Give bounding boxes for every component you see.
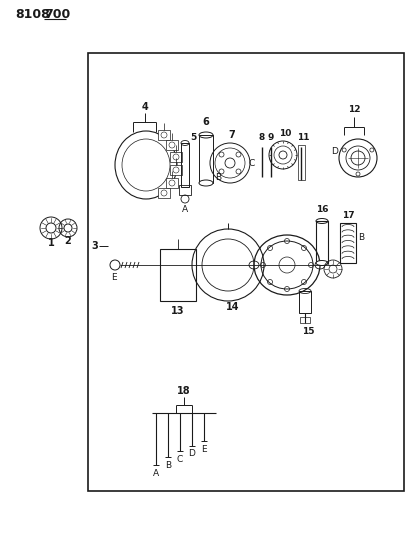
- Circle shape: [173, 154, 179, 160]
- Bar: [179, 185, 191, 195]
- Text: 12: 12: [348, 106, 360, 115]
- Text: B: B: [215, 173, 221, 182]
- Circle shape: [173, 167, 179, 173]
- Text: 9: 9: [268, 133, 274, 141]
- Ellipse shape: [199, 180, 213, 186]
- Text: 6: 6: [203, 117, 209, 127]
- Text: A: A: [153, 469, 159, 478]
- Bar: [300, 317, 310, 323]
- Bar: [316, 221, 328, 263]
- Text: 18: 18: [177, 386, 191, 396]
- Circle shape: [161, 132, 167, 138]
- Bar: [88, 53, 404, 491]
- Circle shape: [161, 190, 167, 196]
- Bar: [158, 130, 170, 140]
- Text: E: E: [111, 272, 117, 281]
- Text: 4: 4: [141, 102, 148, 112]
- Text: 2: 2: [65, 236, 72, 246]
- Text: 5: 5: [190, 133, 196, 141]
- Bar: [166, 140, 178, 150]
- Text: 17: 17: [342, 211, 354, 220]
- Bar: [181, 143, 189, 187]
- Text: 14: 14: [226, 302, 240, 312]
- Text: 11: 11: [297, 133, 309, 141]
- Bar: [158, 188, 170, 198]
- Text: 8: 8: [259, 133, 265, 141]
- Text: E: E: [201, 445, 207, 454]
- Text: 13: 13: [171, 306, 185, 316]
- Text: 8108: 8108: [15, 9, 50, 21]
- Bar: [298, 145, 305, 180]
- Text: 15: 15: [302, 327, 314, 335]
- Circle shape: [169, 180, 175, 186]
- Bar: [340, 223, 356, 263]
- Text: 1: 1: [48, 238, 54, 248]
- Text: D: D: [332, 147, 338, 156]
- Text: 3: 3: [92, 241, 98, 251]
- Bar: [299, 291, 311, 313]
- Text: C: C: [177, 455, 183, 464]
- Text: C: C: [249, 158, 255, 167]
- Text: 10: 10: [279, 128, 291, 138]
- Bar: [170, 152, 182, 162]
- Bar: [199, 135, 213, 183]
- Bar: [160, 249, 196, 301]
- Bar: [166, 178, 178, 188]
- Text: D: D: [189, 449, 196, 458]
- Text: 16: 16: [316, 205, 328, 214]
- Ellipse shape: [316, 261, 328, 265]
- Bar: [170, 165, 182, 175]
- Text: 7: 7: [229, 130, 236, 140]
- Text: A: A: [182, 205, 188, 214]
- Circle shape: [169, 142, 175, 148]
- Text: 700: 700: [44, 9, 70, 21]
- Text: B: B: [165, 461, 171, 470]
- Text: B: B: [358, 233, 364, 243]
